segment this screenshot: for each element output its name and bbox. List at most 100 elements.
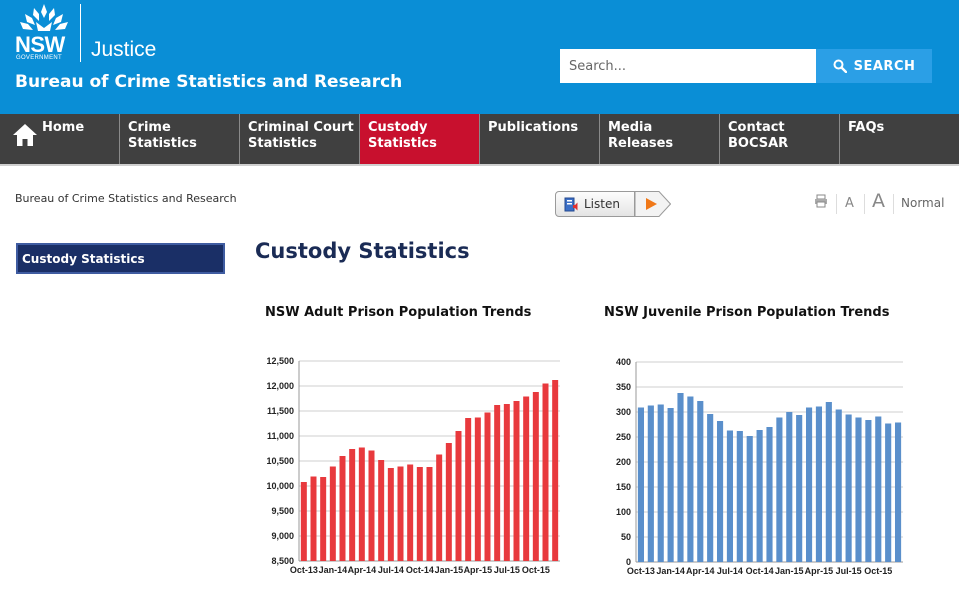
nav-label-line1: FAQs: [848, 120, 885, 135]
adult-bar-May-14[interactable]: [368, 450, 375, 562]
adult-bar-Nov-15[interactable]: [542, 383, 549, 562]
juvenile-bar-Dec-14[interactable]: [776, 417, 783, 563]
adult-bar-Aug-15[interactable]: [513, 401, 520, 561]
juvenile-y-tick-label: 350: [616, 382, 631, 392]
listen-button[interactable]: Listen: [555, 191, 635, 217]
juvenile-bar-May-14[interactable]: [707, 414, 714, 562]
sidebar-item-custody-statistics[interactable]: Custody Statistics: [16, 243, 225, 274]
adult-bar-Dec-15[interactable]: [552, 380, 559, 561]
juvenile-bar-Jul-15[interactable]: [845, 414, 852, 563]
adult-bar-Sep-15[interactable]: [523, 396, 530, 562]
nav-label-line1: Crime: [128, 120, 171, 135]
adult-bar-Nov-14[interactable]: [426, 467, 433, 561]
juvenile-bar-May-15[interactable]: [825, 402, 832, 562]
adult-bar-May-15[interactable]: [484, 412, 491, 562]
juvenile-y-tick-label: 250: [616, 432, 631, 442]
juvenile-bar-Nov-13[interactable]: [647, 405, 654, 563]
juvenile-bar-Dec-15[interactable]: [894, 422, 902, 563]
juvenile-bar-Nov-15[interactable]: [885, 423, 892, 563]
nav-media-releases[interactable]: Media Releases: [600, 114, 720, 164]
juvenile-y-tick-label: 300: [616, 407, 631, 417]
nav-publications[interactable]: Publications: [480, 114, 600, 164]
adult-bar-Mar-14[interactable]: [349, 449, 356, 561]
adult-y-tick-label: 11,500: [267, 406, 294, 416]
adult-bar-Jan-14[interactable]: [329, 466, 336, 562]
adult-y-tick-label: 11,000: [267, 431, 294, 441]
waratah-logo-icon[interactable]: [14, 2, 74, 66]
nav-contact-bocsar[interactable]: Contact BOCSAR: [720, 114, 840, 164]
print-icon[interactable]: [814, 194, 828, 208]
juvenile-bar-Jun-14[interactable]: [716, 421, 724, 562]
adult-bar-Jun-15[interactable]: [494, 405, 501, 561]
juvenile-y-tick-label: 400: [616, 357, 631, 367]
juvenile-x-tick-label: Jan-14: [656, 566, 685, 576]
site-title[interactable]: Bureau of Crime Statistics and Research: [15, 72, 403, 92]
adult-bar-Feb-14[interactable]: [339, 456, 346, 561]
adult-bar-Jun-14[interactable]: [378, 460, 385, 561]
font-size-small-button[interactable]: A: [845, 196, 854, 211]
juvenile-bar-Jan-14[interactable]: [667, 408, 674, 562]
font-size-normal-button[interactable]: Normal: [901, 196, 945, 210]
play-button[interactable]: [635, 191, 671, 217]
nav-faqs[interactable]: FAQs: [840, 114, 959, 164]
adult-bar-Dec-13[interactable]: [320, 477, 327, 561]
adult-bar-Dec-14[interactable]: [436, 454, 443, 562]
adult-x-tick-label: Oct-14: [406, 565, 434, 575]
juvenile-x-tick-label: Oct-13: [627, 566, 655, 576]
juvenile-x-tick-label: Oct-14: [746, 566, 774, 576]
nsw-logo-text: NSW: [15, 32, 65, 57]
juvenile-bar-Mar-15[interactable]: [805, 407, 813, 563]
juvenile-bar-Sep-15[interactable]: [865, 420, 872, 562]
juvenile-bar-Oct-15[interactable]: [875, 416, 882, 563]
adult-bar-Apr-14[interactable]: [358, 447, 365, 562]
adult-bar-Mar-15[interactable]: [465, 418, 472, 561]
nav-label-line2: Statistics: [248, 136, 317, 151]
search-input[interactable]: [560, 49, 816, 83]
juvenile-bar-Apr-15[interactable]: [815, 406, 823, 563]
adult-bar-Sep-14[interactable]: [407, 464, 414, 562]
adult-bar-Aug-14[interactable]: [397, 466, 404, 562]
nav-crime-statistics[interactable]: Crime Statistics: [120, 114, 240, 164]
breadcrumb[interactable]: Bureau of Crime Statistics and Research: [15, 192, 237, 205]
nav-home-label: Home: [42, 120, 85, 135]
juvenile-bar-Oct-14[interactable]: [756, 430, 763, 562]
juvenile-bar-Nov-14[interactable]: [766, 427, 773, 562]
nav-label-line1: Contact: [728, 120, 785, 135]
juvenile-bar-Mar-14[interactable]: [687, 396, 694, 563]
adult-bar-Oct-14[interactable]: [416, 467, 423, 561]
juvenile-bar-Aug-14[interactable]: [736, 431, 743, 562]
adult-bar-Nov-13[interactable]: [310, 476, 317, 562]
site-header: NSW GOVERNMENT Justice Bureau of Crime S…: [0, 0, 959, 114]
nav-criminal-court-statistics[interactable]: Criminal Court Statistics: [240, 114, 360, 164]
adult-bar-Jan-15[interactable]: [445, 443, 452, 561]
juvenile-bar-Dec-13[interactable]: [657, 404, 664, 563]
search-button[interactable]: SEARCH: [816, 49, 932, 83]
juvenile-bar-Jun-15[interactable]: [835, 409, 842, 563]
juvenile-bar-Oct-13[interactable]: [637, 407, 645, 563]
adult-bar-Jul-14[interactable]: [387, 468, 394, 561]
juvenile-bar-Apr-14[interactable]: [697, 401, 704, 562]
juvenile-y-tick-label: 0: [626, 557, 631, 567]
search-icon: [833, 59, 847, 73]
nav-home[interactable]: Home: [0, 114, 120, 164]
adult-bar-Feb-15[interactable]: [455, 431, 462, 561]
juvenile-bar-Feb-15[interactable]: [796, 415, 803, 562]
justice-brand[interactable]: Justice: [91, 38, 157, 61]
listen-label: Listen: [584, 197, 620, 211]
juvenile-bar-Sep-14[interactable]: [746, 436, 753, 562]
nav-custody-statistics[interactable]: Custody Statistics: [360, 114, 480, 164]
adult-x-tick-label: Oct-15: [522, 565, 550, 575]
adult-bar-Oct-13[interactable]: [300, 482, 307, 561]
government-logo-text: GOVERNMENT: [16, 55, 63, 61]
juvenile-bar-Jan-15[interactable]: [786, 412, 793, 562]
tool-divider: [864, 194, 865, 214]
font-size-large-button[interactable]: A: [872, 190, 885, 212]
adult-bar-Apr-15[interactable]: [474, 417, 481, 562]
juvenile-bar-Jul-14[interactable]: [726, 430, 734, 563]
juvenile-bar-Feb-14[interactable]: [677, 393, 684, 562]
adult-bar-Jul-15[interactable]: [503, 404, 510, 561]
adult-x-tick-label: Jan-14: [319, 565, 348, 575]
juvenile-bar-Aug-15[interactable]: [855, 417, 862, 563]
adult-bar-Oct-15[interactable]: [532, 392, 539, 561]
